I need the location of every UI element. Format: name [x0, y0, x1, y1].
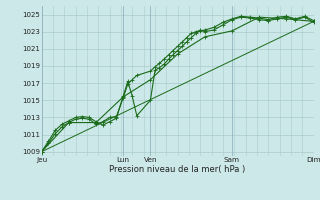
X-axis label: Pression niveau de la mer( hPa ): Pression niveau de la mer( hPa ) — [109, 165, 246, 174]
